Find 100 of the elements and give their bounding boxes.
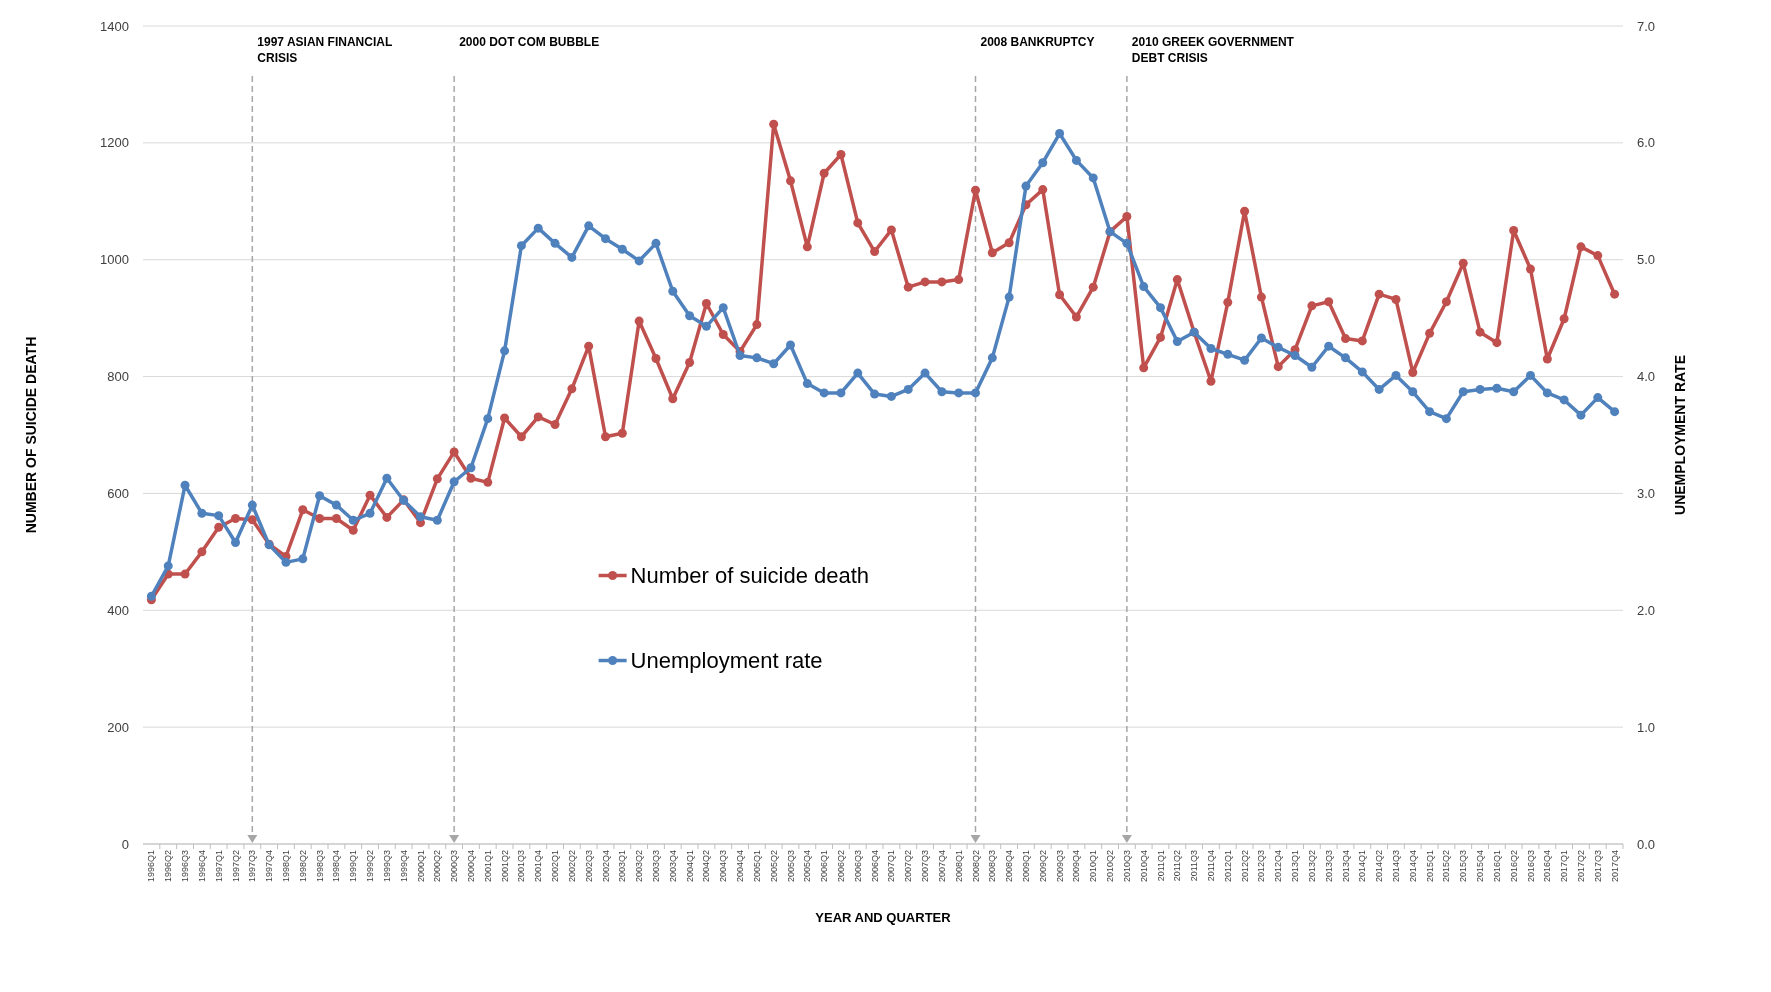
y-tick-label: 1400 — [100, 18, 129, 34]
x-tick-label: 2004Q2 — [701, 850, 712, 883]
x-tick-label: 2009Q2 — [1037, 850, 1048, 883]
x-tick-label: 2002Q3 — [583, 850, 594, 883]
x-tick-label: 2010Q3 — [1121, 850, 1132, 883]
y-tick-label: 200 — [107, 719, 129, 735]
x-tick-label: 2012Q2 — [1239, 850, 1250, 883]
x-tick-label: 1996Q3 — [180, 850, 191, 883]
x-tick-label: 2007Q4 — [936, 850, 947, 883]
x-tick-label: 2015Q3 — [1458, 850, 1469, 883]
x-tick-label: 2007Q3 — [920, 850, 931, 883]
x-tick-label: 1996Q4 — [196, 850, 207, 883]
x-tick-label: 2003Q4 — [667, 850, 678, 883]
x-tick-label: 2004Q3 — [718, 850, 729, 883]
x-tick-label: 1997Q3 — [247, 850, 258, 883]
x-tick-label: 2016Q4 — [1542, 850, 1553, 883]
x-tick-label: 1998Q3 — [314, 850, 325, 883]
x-tick-label: 2001Q1 — [482, 850, 493, 883]
x-tick-label: 1996Q2 — [163, 850, 174, 883]
x-tick-label: 2016Q1 — [1491, 850, 1502, 883]
x-tick-label: 2003Q2 — [634, 850, 645, 883]
y2-tick-label: 4.0 — [1637, 369, 1656, 385]
x-tick-label: 2004Q1 — [684, 850, 695, 883]
x-tick-label: 2000Q1 — [415, 850, 426, 883]
ref-line-label: 1997 ASIAN FINANCIAL CRISIS — [257, 35, 393, 65]
x-tick-label: 2017Q1 — [1559, 850, 1570, 883]
x-tick-label: 1999Q1 — [348, 850, 359, 883]
x-tick-label: 1999Q3 — [381, 850, 392, 883]
y2-tick-label: 5.0 — [1637, 252, 1656, 268]
ref-line-label: 2000 DOT COM BUBBLE — [459, 35, 600, 49]
x-tick-label: 2008Q1 — [953, 850, 964, 883]
x-tick-label: 2006Q2 — [835, 850, 846, 883]
x-tick-label: 2008Q2 — [970, 850, 981, 883]
x-tick-label: 2017Q2 — [1575, 850, 1586, 883]
x-tick-label: 2012Q3 — [1256, 850, 1267, 883]
x-tick-label: 2006Q3 — [852, 850, 863, 883]
x-tick-label: 1998Q4 — [331, 850, 342, 883]
ref-line-label: 2008 BANKRUPTCY — [980, 35, 1095, 49]
y2-tick-label: 3.0 — [1637, 485, 1656, 501]
x-tick-label: 2015Q2 — [1441, 850, 1452, 883]
x-tick-label: 2014Q3 — [1390, 850, 1401, 883]
y2-tick-label: 0.0 — [1637, 836, 1656, 852]
x-tick-label: 2007Q2 — [903, 850, 914, 883]
x-tick-label: 2013Q1 — [1290, 850, 1301, 883]
y-tick-label: 400 — [107, 602, 129, 618]
x-tick-label: 2012Q1 — [1222, 850, 1233, 883]
x-tick-label: 1999Q2 — [365, 850, 376, 883]
x-tick-label: 2017Q3 — [1592, 850, 1603, 883]
legend-label: Unemployment rate — [630, 648, 823, 674]
x-tick-label: 2004Q4 — [735, 850, 746, 883]
x-tick-label: 2009Q4 — [1071, 850, 1082, 883]
x-tick-label: 2015Q1 — [1424, 850, 1435, 883]
y-tick-label: 600 — [107, 485, 129, 501]
x-tick-label: 2000Q4 — [465, 850, 476, 883]
x-tick-label: 1997Q1 — [213, 850, 224, 883]
x-tick-label: 2014Q4 — [1407, 850, 1418, 883]
x-tick-label: 2010Q4 — [1138, 850, 1149, 883]
x-tick-label: 2014Q1 — [1357, 850, 1368, 883]
x-tick-label: 1996Q1 — [146, 850, 157, 883]
x-tick-label: 1999Q4 — [398, 850, 409, 883]
x-tick-label: 2009Q3 — [1054, 850, 1065, 883]
x-tick-label: 2008Q3 — [987, 850, 998, 883]
x-tick-label: 2011Q3 — [1189, 850, 1200, 882]
x-tick-label: 2000Q3 — [449, 850, 460, 883]
x-tick-label: 2011Q2 — [1172, 850, 1183, 882]
x-tick-label: 2001Q4 — [533, 850, 544, 883]
x-tick-label: 2016Q2 — [1508, 850, 1519, 883]
x-tick-label: 1998Q2 — [297, 850, 308, 883]
x-tick-label: 2001Q2 — [499, 850, 510, 883]
x-tick-label: 2000Q2 — [432, 850, 443, 883]
y2-tick-label: 1.0 — [1637, 719, 1656, 735]
x-tick-label: 2013Q4 — [1340, 850, 1351, 883]
y-axis-title: NUMBER OF SUICIDE DEATH — [23, 336, 39, 534]
x-tick-label: 2010Q1 — [1088, 850, 1099, 883]
x-tick-label: 2010Q2 — [1105, 850, 1116, 883]
y-tick-label: 1000 — [100, 252, 129, 268]
x-tick-label: 2015Q4 — [1475, 850, 1486, 883]
x-tick-label: 2005Q2 — [768, 850, 779, 883]
x-tick-label: 1998Q1 — [280, 850, 291, 883]
x-axis-title: YEAR AND QUARTER — [815, 910, 952, 925]
x-tick-label: 2017Q4 — [1609, 850, 1620, 883]
x-tick-label: 2013Q2 — [1306, 850, 1317, 883]
x-tick-label: 2014Q2 — [1374, 850, 1385, 883]
y-tick-label: 800 — [107, 369, 129, 385]
x-tick-label: 2013Q3 — [1323, 850, 1334, 883]
x-tick-label: 2007Q1 — [886, 850, 897, 883]
x-tick-label: 1997Q4 — [264, 850, 275, 883]
x-tick-label: 2003Q3 — [650, 850, 661, 883]
x-tick-label: 2003Q1 — [617, 850, 628, 883]
x-tick-label: 2009Q1 — [1020, 850, 1031, 883]
x-tick-label: 2016Q3 — [1525, 850, 1536, 883]
x-tick-label: 1997Q2 — [230, 850, 241, 883]
legend-label: Number of suicide death — [630, 563, 870, 589]
x-tick-label: 2001Q3 — [516, 850, 527, 883]
y2-tick-label: 6.0 — [1637, 135, 1656, 151]
x-tick-label: 2008Q4 — [1004, 850, 1015, 883]
ref-line-label: 2010 GREEK GOVERNMENT DEBT CRISIS — [1131, 35, 1295, 65]
x-tick-label: 2002Q2 — [566, 850, 577, 883]
x-tick-label: 2012Q4 — [1273, 850, 1284, 883]
x-tick-label: 2002Q4 — [600, 850, 611, 883]
